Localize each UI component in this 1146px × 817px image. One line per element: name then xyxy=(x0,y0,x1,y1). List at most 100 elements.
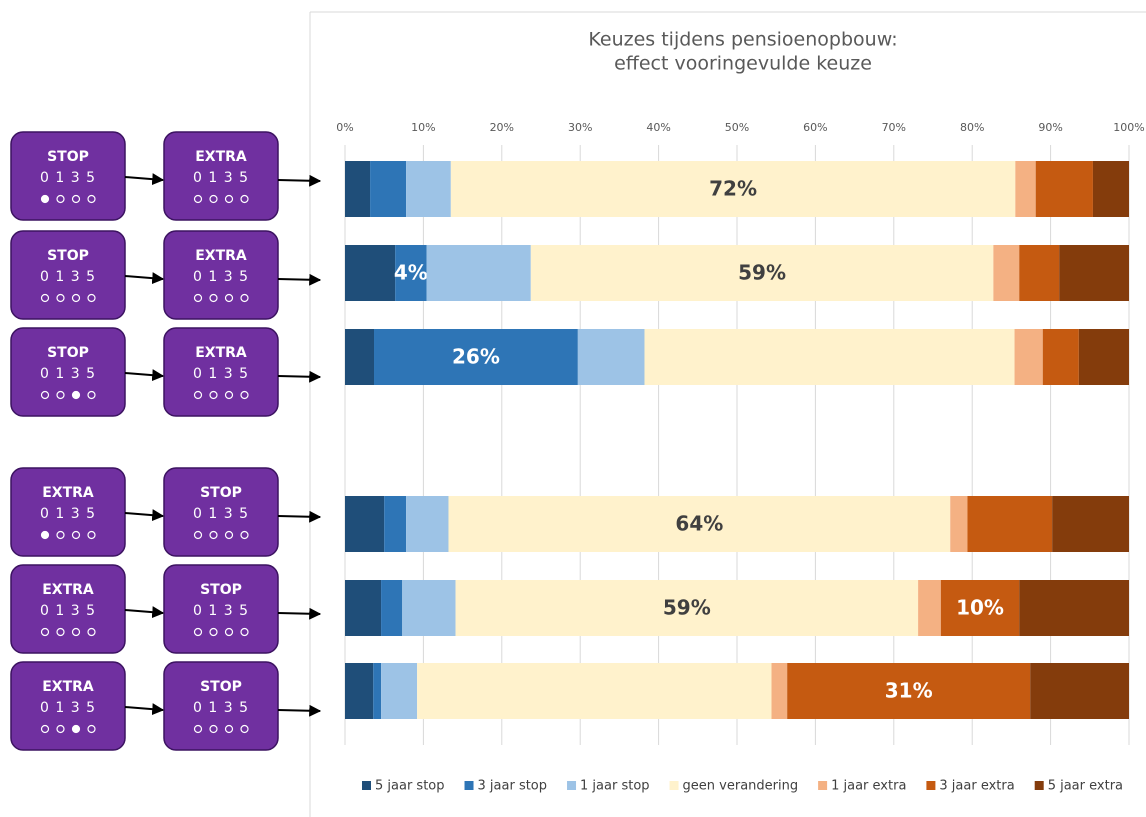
bar-segment xyxy=(395,245,427,301)
option-dot xyxy=(240,627,249,637)
x-tick-label: 80% xyxy=(960,121,984,134)
bar-segment xyxy=(345,161,371,217)
arrow xyxy=(277,370,322,383)
choice-title: STOP xyxy=(200,582,242,598)
choice-box xyxy=(10,131,126,221)
x-tick-label: 0% xyxy=(336,121,353,134)
choice-options: 0 1 3 5 xyxy=(193,170,249,186)
legend-label: 5 jaar stop xyxy=(375,779,445,794)
arrow xyxy=(124,369,165,382)
arrow xyxy=(124,173,165,186)
legend-label: 1 jaar extra xyxy=(831,779,906,794)
arrow xyxy=(277,607,322,620)
bar-segment xyxy=(1092,161,1129,217)
bar-segment xyxy=(1078,329,1129,385)
bar-segment xyxy=(448,496,951,552)
legend-swatch xyxy=(818,781,828,790)
bar-segment xyxy=(345,663,374,719)
bar-segment xyxy=(402,580,456,636)
option-dot xyxy=(240,530,249,540)
selected-dot xyxy=(71,724,81,734)
data-label: 64% xyxy=(675,512,723,536)
option-dot xyxy=(40,724,50,734)
bar-segment xyxy=(426,245,531,301)
option-dot xyxy=(56,293,65,303)
option-dot xyxy=(40,293,50,303)
bar-segment xyxy=(381,663,418,719)
option-dot xyxy=(56,194,65,204)
data-label: 59% xyxy=(738,261,786,285)
legend-label: geen verandering xyxy=(683,779,799,794)
data-label: 10% xyxy=(956,596,1004,620)
chart-subtitle: effect vooringevulde keuze xyxy=(614,53,872,75)
choice-options: 0 1 3 5 xyxy=(40,269,96,285)
choice-title: STOP xyxy=(47,149,89,165)
choice-options: 0 1 3 5 xyxy=(40,603,96,619)
x-tick-label: 70% xyxy=(882,121,906,134)
option-dot xyxy=(209,293,218,303)
option-dot xyxy=(87,724,96,734)
option-dot xyxy=(87,194,96,204)
choice-box xyxy=(10,564,126,654)
legend-swatch xyxy=(362,781,371,790)
bar-segment xyxy=(406,161,451,217)
legend-label: 3 jaar extra xyxy=(939,779,1014,794)
legend-swatch xyxy=(926,781,936,790)
option-dot xyxy=(209,530,218,540)
bar-segment xyxy=(787,663,1031,719)
bar-segment xyxy=(450,161,1016,217)
option-dot xyxy=(224,530,234,540)
bar-segment xyxy=(455,580,919,636)
legend-label: 1 jaar stop xyxy=(580,779,650,794)
option-dot xyxy=(209,627,218,637)
x-tick-label: 40% xyxy=(646,121,670,134)
bar-segment xyxy=(950,496,968,552)
choice-options: 0 1 3 5 xyxy=(40,700,96,716)
bar-segment xyxy=(345,245,396,301)
choice-title: STOP xyxy=(47,248,89,264)
x-tick-label: 30% xyxy=(568,121,592,134)
legend-swatch xyxy=(1034,781,1044,790)
option-dot xyxy=(240,390,249,400)
choice-box xyxy=(10,467,126,557)
option-dot xyxy=(193,530,203,540)
option-dot xyxy=(224,627,234,637)
data-label: 59% xyxy=(663,596,711,620)
bar-segment xyxy=(406,496,449,552)
legend-label: 3 jaar stop xyxy=(478,779,548,794)
option-dot xyxy=(224,390,234,400)
bar-segment xyxy=(967,496,1053,552)
option-dot xyxy=(209,724,218,734)
choice-title: STOP xyxy=(47,345,89,361)
x-tick-label: 60% xyxy=(803,121,827,134)
choice-title: STOP xyxy=(200,679,242,695)
bar-segment xyxy=(345,580,382,636)
bar-segment xyxy=(993,245,1020,301)
x-tick-label: 90% xyxy=(1038,121,1062,134)
option-dot xyxy=(56,530,65,540)
option-dot xyxy=(40,627,50,637)
choice-title: EXTRA xyxy=(42,582,94,598)
choice-title: EXTRA xyxy=(195,345,247,361)
option-dot xyxy=(224,293,234,303)
choice-box xyxy=(10,230,126,320)
option-dot xyxy=(71,530,81,540)
chart-title: Keuzes tijdens pensioenopbouw: xyxy=(588,29,897,51)
bar-segment xyxy=(1015,161,1036,217)
choice-box xyxy=(10,327,126,417)
bar-segment xyxy=(1052,496,1129,552)
option-dot xyxy=(71,293,81,303)
choice-options: 0 1 3 5 xyxy=(193,700,249,716)
choice-options: 0 1 3 5 xyxy=(40,366,96,382)
option-dot xyxy=(71,627,81,637)
option-dot xyxy=(193,293,203,303)
choice-options: 0 1 3 5 xyxy=(193,366,249,382)
selected-dot xyxy=(40,194,50,204)
x-tick-label: 100% xyxy=(1113,121,1144,134)
bar-segment xyxy=(644,329,1015,385)
legend-swatch xyxy=(669,781,679,790)
choice-box xyxy=(10,661,126,751)
arrow xyxy=(124,606,165,619)
data-label: 26% xyxy=(452,345,500,369)
